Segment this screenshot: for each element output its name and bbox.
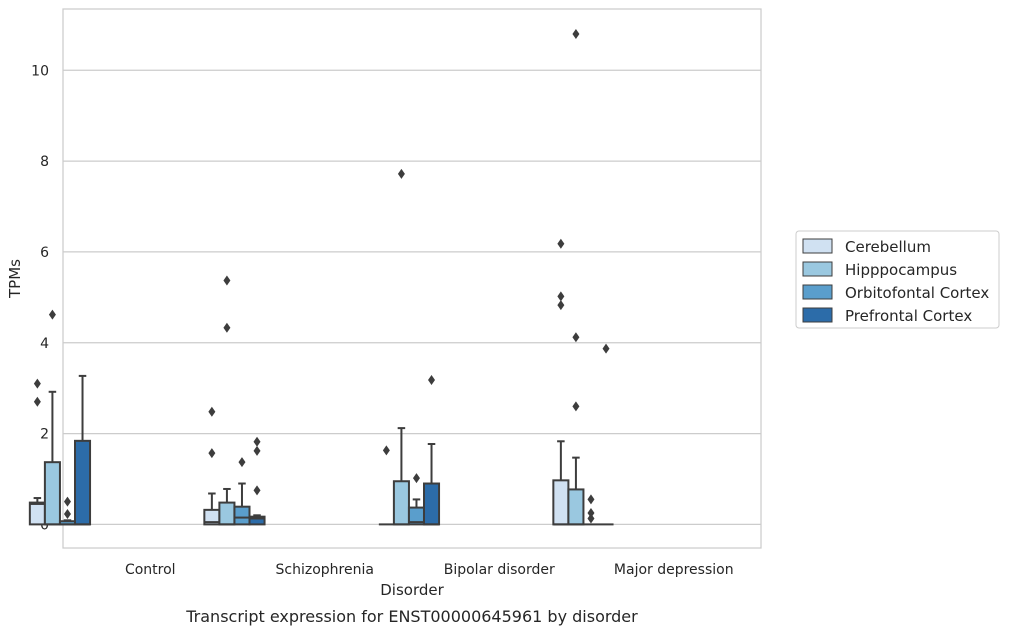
outlier-point: [572, 401, 580, 412]
x-axis-ticks: Control Schizophrenia Bipolar disorder Majo…: [125, 562, 734, 578]
legend-label: Orbitofontal Cortex: [845, 284, 989, 302]
box-cerebellum-major-depression: [552, 238, 570, 526]
outlier-point: [587, 513, 595, 524]
chart-caption: Transcript expression for ENST0000064596…: [185, 607, 638, 626]
box-orbitofontal-cortex-control: [58, 496, 76, 526]
box-cerebellum-bipolar-disorder: [378, 445, 394, 526]
legend-swatch: [802, 238, 833, 254]
legend-label: Hipppocampus: [845, 261, 957, 279]
box-body: [218, 501, 236, 526]
outlier-point: [63, 496, 71, 507]
box-body: [43, 461, 61, 526]
box-prefrontal-cortex-major-depression: [598, 343, 614, 526]
outlier-point: [253, 445, 261, 456]
legend-swatch: [802, 307, 833, 323]
box-orbitofontal-cortex-bipolar-disorder: [407, 473, 425, 526]
y-axis-label: TPMs: [6, 259, 24, 299]
legend-swatch: [802, 284, 833, 300]
outlier-point: [602, 343, 610, 354]
outlier-point: [572, 332, 580, 343]
box-body: [73, 439, 92, 526]
box-cerebellum-control: [28, 378, 46, 526]
outlier-point: [208, 406, 216, 417]
outlier-point: [238, 457, 246, 468]
legend-frame: [795, 230, 1000, 329]
grid-lines: [63, 69, 761, 526]
box-body: [422, 482, 441, 526]
y-tick-label: 8: [40, 154, 49, 170]
outlier-point: [253, 485, 261, 496]
box-hipppocampus-control: [43, 309, 61, 526]
box-prefrontal-cortex-bipolar-disorder: [422, 374, 441, 526]
x-tick-label: Bipolar disorder: [444, 562, 555, 578]
outlier-point: [223, 275, 231, 286]
x-tick-label: Control: [125, 562, 176, 578]
outlier-point: [33, 396, 41, 407]
legend-swatch: [802, 261, 833, 277]
y-tick-label: 6: [40, 245, 49, 261]
outlier-point: [557, 300, 565, 311]
box-body: [552, 479, 570, 526]
box-body: [248, 515, 266, 526]
outlier-point: [253, 436, 261, 447]
box-body: [28, 501, 46, 526]
box-body: [392, 480, 410, 526]
outlier-point: [428, 374, 436, 385]
y-tick-label: 4: [40, 336, 49, 352]
outlier-point: [33, 378, 41, 389]
outlier-point: [48, 309, 56, 320]
outlier-point: [397, 168, 405, 179]
x-tick-label: Schizophrenia: [276, 562, 374, 578]
y-tick-label: 10: [31, 63, 49, 79]
box-hipppocampus-major-depression: [567, 28, 585, 526]
outlier-point: [587, 508, 595, 519]
box-hipppocampus-bipolar-disorder: [392, 168, 410, 526]
legend-label: Cerebellum: [845, 238, 931, 256]
outlier-point: [223, 322, 231, 333]
outlier-point: [412, 473, 420, 484]
plot-area-frame: [62, 8, 762, 549]
outlier-point: [557, 238, 565, 249]
y-tick-label: 2: [40, 427, 49, 443]
legend-label: Prefrontal Cortex: [845, 307, 972, 325]
box-prefrontal-cortex-control: [73, 374, 92, 526]
box-body: [233, 505, 251, 526]
box-orbitofontal-cortex-major-depression: [583, 494, 599, 526]
box-orbitofontal-cortex-schizophrenia: [233, 457, 251, 526]
outlier-point: [587, 494, 595, 505]
box-hipppocampus-schizophrenia: [218, 275, 236, 526]
box-prefrontal-cortex-schizophrenia: [248, 436, 266, 526]
outlier-point: [572, 28, 580, 39]
outlier-point: [208, 448, 216, 459]
box-cerebellum-schizophrenia: [203, 406, 221, 526]
outlier-point: [557, 291, 565, 302]
x-tick-label: Major depression: [614, 562, 734, 578]
boxes: [28, 28, 614, 526]
outlier-point: [382, 445, 390, 456]
box-body: [567, 488, 585, 526]
x-axis-label: Disorder: [380, 581, 444, 599]
legend: Cerebellum Hipppocampus Orbitofontal Corte…: [795, 230, 1000, 329]
outlier-point: [63, 508, 71, 519]
